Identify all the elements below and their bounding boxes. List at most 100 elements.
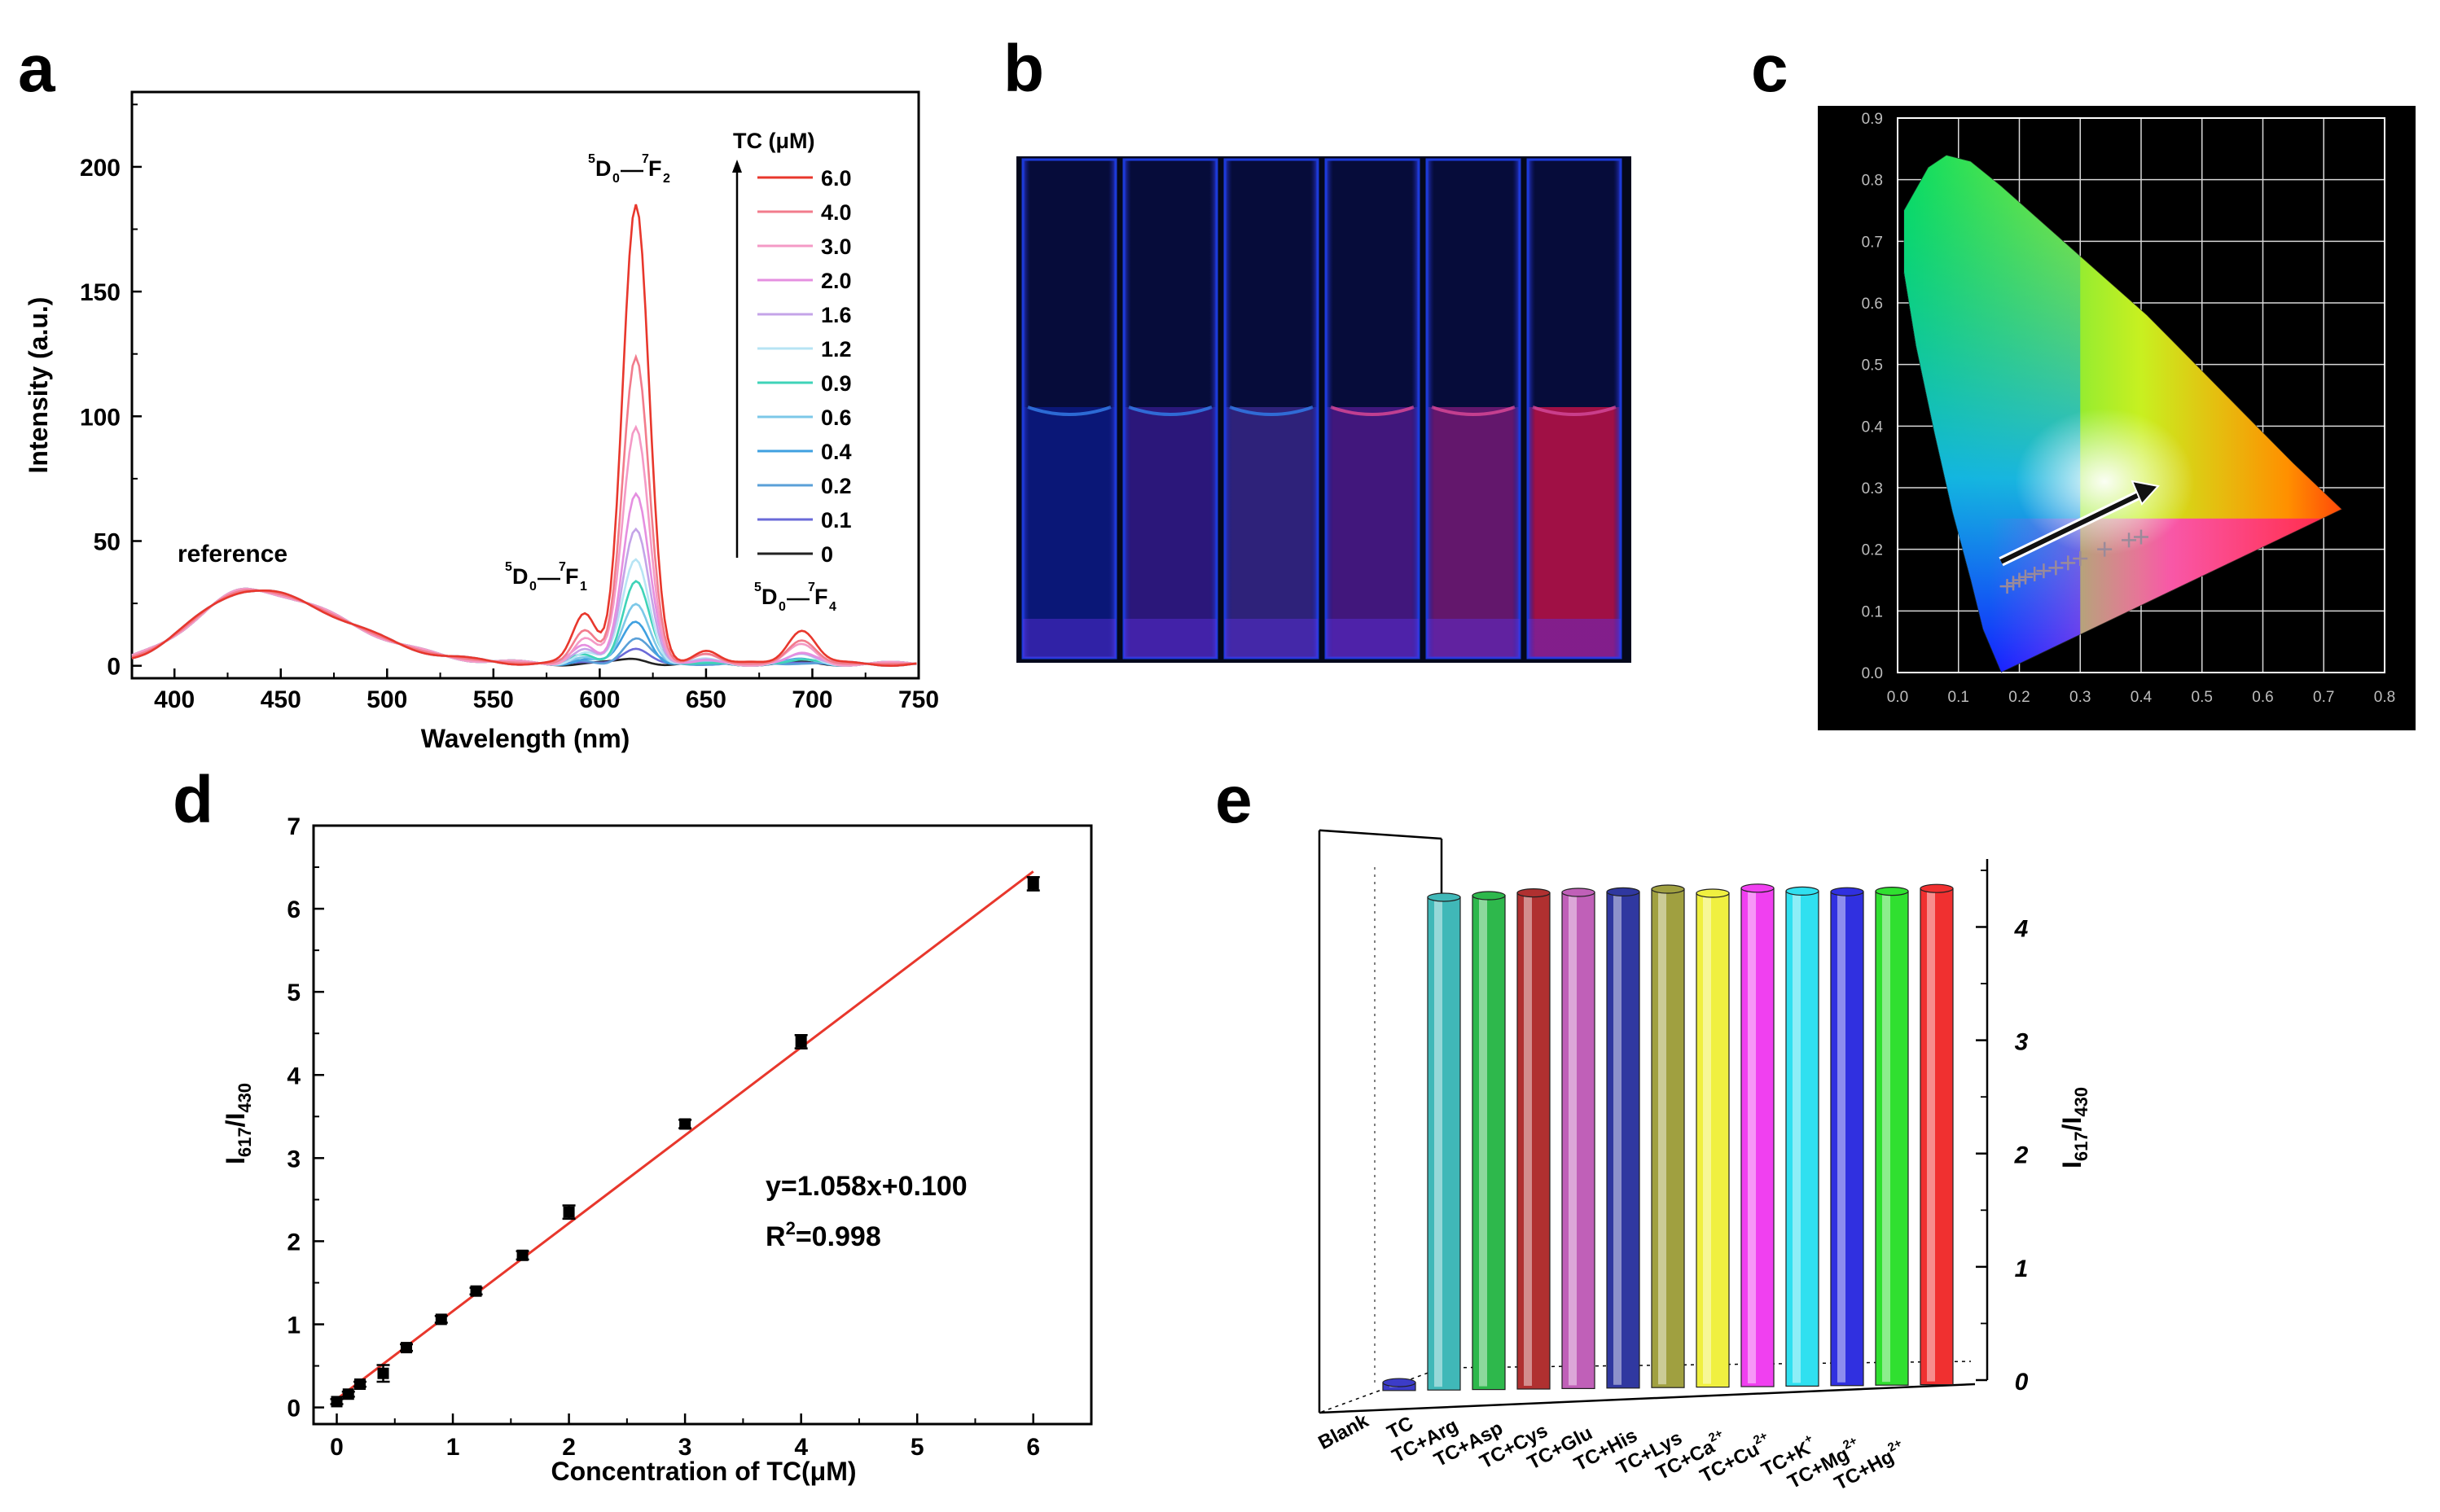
- panel-label-a: a: [18, 32, 56, 106]
- panel-a-annotation-f4: 5 D 0 7 F 4: [754, 581, 836, 614]
- e-bar-highlight: [1748, 891, 1756, 1383]
- e-y-tick-label: 3: [2015, 1029, 2029, 1056]
- panel-a-legend-arrowhead: [732, 160, 742, 173]
- e-bar-highlight: [1793, 894, 1801, 1383]
- cie-x-tick-label: 0.0: [1887, 689, 1908, 706]
- legend-label-0.6: 0.6: [821, 405, 852, 430]
- cie-y-tick-label: 0.1: [1862, 603, 1883, 620]
- d-x-tick-label: 3: [678, 1434, 692, 1461]
- e-bar-highlight: [1658, 892, 1666, 1385]
- e-bar-TC+Arg: [1472, 895, 1506, 1391]
- annot-f4-d: D: [761, 585, 778, 609]
- d-y-tick-label: 6: [287, 896, 301, 923]
- cie-y-tick-label: 0.0: [1862, 665, 1883, 682]
- panel-a-annotation-f1: 5 D 0 7 F 1: [505, 560, 587, 594]
- panel-e-y-label: I617/I430: [2057, 1087, 2091, 1168]
- d-data-point: [401, 1342, 413, 1354]
- d-data-point: [377, 1367, 389, 1379]
- d-data-point: [331, 1396, 343, 1408]
- e-category-superscript: 2+: [1841, 1434, 1859, 1453]
- e-bar-TC+Mg: [1875, 890, 1909, 1386]
- e-bar-TC+K: [1830, 891, 1864, 1387]
- cuvette-glass: [1324, 158, 1420, 660]
- legend-label-6.0: 6.0: [821, 166, 852, 191]
- annot-f1-sup-7: 7: [559, 560, 566, 574]
- cuvette-base-glow: [1225, 619, 1318, 658]
- cuvette-glass: [1021, 158, 1117, 660]
- annot-f2-d: D: [595, 156, 612, 181]
- d-data-point: [342, 1388, 354, 1400]
- d-x-tick-label: 2: [562, 1434, 576, 1461]
- cie-y-tick-label: 0.8: [1862, 173, 1883, 190]
- annot-f4-sup-5: 5: [754, 581, 761, 594]
- panel-a-reference-label: reference: [178, 541, 287, 568]
- svg-text:I617/I430: I617/I430: [2057, 1087, 2091, 1168]
- legend-label-0: 0: [821, 542, 833, 567]
- cie-y-tick-label: 0.5: [1862, 357, 1883, 375]
- d-data-point: [563, 1206, 575, 1218]
- e-bar-TC: [1427, 896, 1461, 1391]
- cie-plot-frame: [1897, 117, 2385, 673]
- e-ylabel-sub2: 430: [2071, 1087, 2091, 1117]
- cie-arrow-head: [2131, 480, 2160, 506]
- e-bar-highlight: [1927, 892, 1935, 1382]
- e-y-tick-label: 1: [2015, 1256, 2029, 1282]
- e-category-superscript: 2+: [1751, 1429, 1770, 1448]
- panel-label-c: c: [1751, 32, 1788, 106]
- e-front-bottom-edge: [1319, 1383, 1976, 1414]
- d-fit-line: [336, 870, 1034, 1400]
- e-category-text: Blank: [1314, 1409, 1372, 1454]
- annot-f2-sub-2: 2: [663, 172, 670, 186]
- cie-gamut-white: [2015, 408, 2195, 555]
- x-tick-label: 650: [686, 686, 726, 713]
- cuvette-base-glow: [1326, 619, 1419, 658]
- y-tick-label: 100: [80, 404, 121, 431]
- d-x-tick-label: 0: [330, 1434, 344, 1461]
- e-bar-TC+Glu: [1606, 891, 1640, 1389]
- cuvette-base-glow: [1124, 619, 1217, 658]
- x-tick-label: 550: [473, 686, 514, 713]
- e-bar-top: [1920, 883, 1954, 893]
- e-bar-highlight: [1703, 896, 1711, 1384]
- panel-label-d: d: [173, 763, 213, 837]
- d-ylabel-mid: /I: [221, 1113, 250, 1128]
- e-bar-highlight: [1479, 898, 1487, 1387]
- panel-label-b: b: [1003, 32, 1044, 106]
- d-data-point: [679, 1118, 691, 1130]
- cuvette-base-glow: [1023, 619, 1116, 658]
- annot-f1-f: F: [565, 564, 579, 589]
- cie-y-tick-label: 0.9: [1862, 111, 1883, 128]
- e-bar-TC+Asp: [1516, 892, 1551, 1390]
- d-ylabel-sub2: 430: [235, 1083, 255, 1113]
- cuvette-base-glow: [1528, 619, 1621, 658]
- y-tick-label: 150: [80, 279, 121, 306]
- e-ylabel-i: I: [2057, 1161, 2087, 1168]
- cie-x-tick-label: 0.4: [2131, 689, 2153, 706]
- panel-d-y-label: I617/I430: [221, 1083, 255, 1164]
- cie-x-tick-label: 0.2: [2008, 689, 2030, 706]
- annot-f4-f: F: [814, 585, 828, 609]
- d-y-tick-label: 4: [287, 1063, 301, 1089]
- legend-label-1.2: 1.2: [821, 337, 852, 362]
- y-tick-label: 50: [94, 528, 121, 555]
- d-data-point: [516, 1249, 529, 1261]
- cie-y-tick-label: 0.2: [1862, 542, 1883, 559]
- e-y-tick-label: 0: [2015, 1369, 2029, 1396]
- panel-a-y-ticks: 0 50 100 150 200: [80, 103, 142, 681]
- panel-a-legend: TC (μM) 6.0 4.0 3.0 2.0 1.6 1.2 0.9 0.6 0.4 0.2 0.…: [732, 129, 852, 567]
- e-top-left-edge: [1319, 829, 1442, 840]
- cie-x-tick-label: 0.1: [1948, 689, 1969, 706]
- annot-f2-f: F: [648, 156, 662, 181]
- cie-x-tick-label: 0.3: [2069, 689, 2091, 706]
- d-r2-value: =0.998: [796, 1221, 881, 1252]
- annot-f2-sub-0: 0: [612, 172, 620, 186]
- e-bar-TC+His: [1651, 888, 1685, 1388]
- d-x-tick-label: 6: [1026, 1434, 1040, 1461]
- legend-label-1.6: 1.6: [821, 303, 852, 327]
- y-tick-label: 0: [107, 654, 121, 681]
- legend-label-3.0: 3.0: [821, 234, 852, 259]
- d-data-point: [795, 1036, 807, 1048]
- annot-f1-sup-5: 5: [505, 560, 512, 574]
